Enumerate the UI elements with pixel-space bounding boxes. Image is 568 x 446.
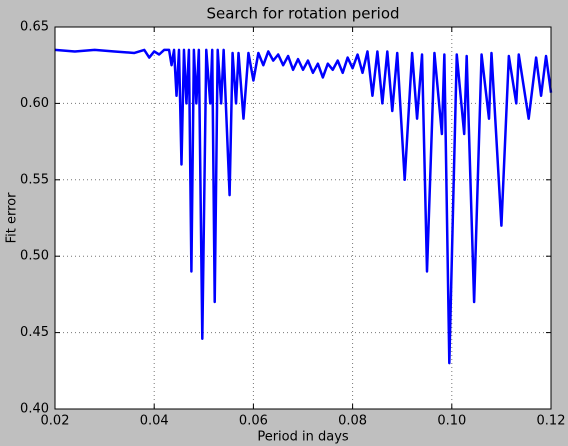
data-line bbox=[54, 48, 553, 365]
x-tick-label: 0.02 bbox=[41, 414, 70, 429]
y-tick-label: 0.65 bbox=[20, 20, 49, 35]
y-tick-label: 0.50 bbox=[20, 249, 49, 264]
x-axis-label: Period in days bbox=[257, 430, 349, 445]
x-tick-label: 0.08 bbox=[338, 414, 367, 429]
y-tick-label: 0.55 bbox=[20, 172, 49, 187]
y-tick-label: 0.60 bbox=[20, 96, 49, 111]
x-tick-label: 0.12 bbox=[537, 414, 566, 429]
y-tick-label: 0.45 bbox=[20, 325, 49, 340]
chart-title: Search for rotation period bbox=[206, 5, 399, 23]
x-tick-label: 0.06 bbox=[239, 414, 268, 429]
plot-frame bbox=[54, 26, 552, 410]
y-tick-label: 0.40 bbox=[20, 402, 49, 417]
x-tick-label: 0.10 bbox=[437, 414, 466, 429]
y-axis-label: Fit error bbox=[5, 192, 20, 244]
x-tick-label: 0.04 bbox=[140, 414, 169, 429]
